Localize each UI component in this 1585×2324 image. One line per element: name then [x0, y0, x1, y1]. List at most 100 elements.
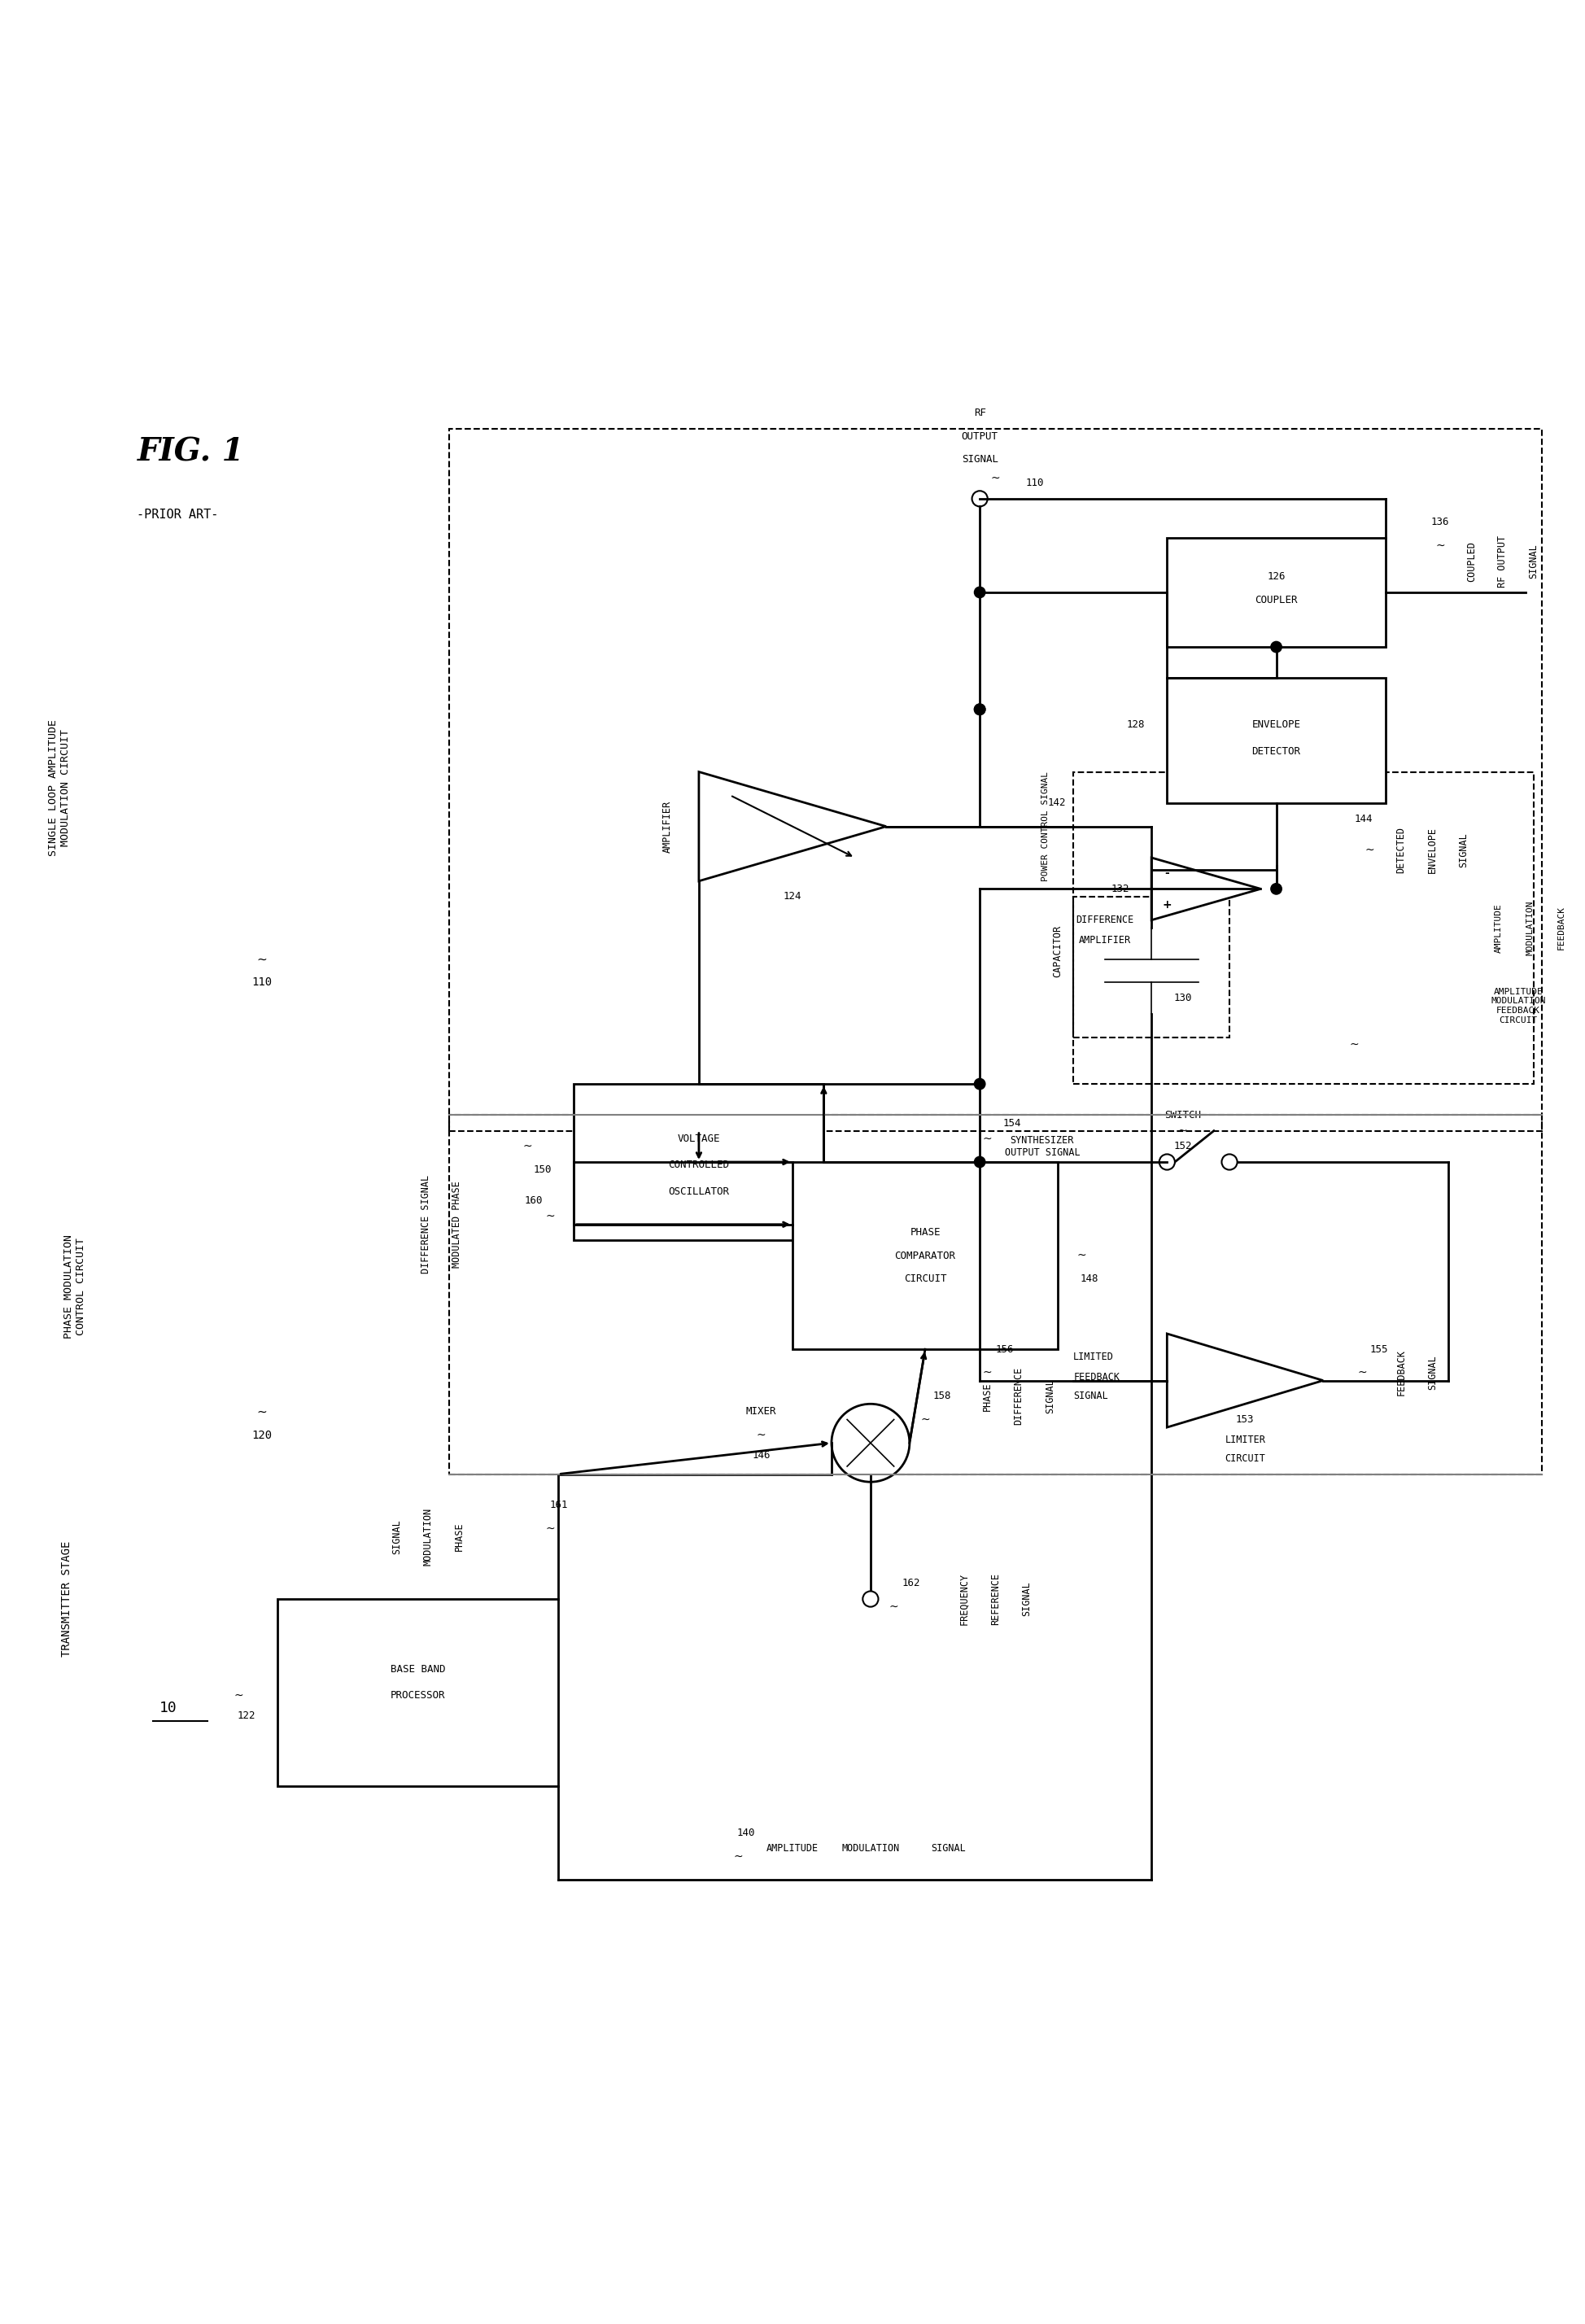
Text: 110: 110 [252, 976, 273, 988]
Text: COUPLER: COUPLER [1255, 595, 1298, 607]
Text: ~: ~ [545, 1522, 555, 1534]
FancyBboxPatch shape [277, 1599, 558, 1787]
Circle shape [975, 1078, 986, 1090]
Circle shape [972, 490, 987, 507]
Text: PHASE MODULATION
CONTROL CIRCUIT: PHASE MODULATION CONTROL CIRCUIT [63, 1234, 86, 1339]
Text: ~: ~ [545, 1211, 555, 1222]
Text: COUPLED: COUPLED [1466, 541, 1477, 581]
Text: PHASE: PHASE [983, 1380, 992, 1411]
FancyBboxPatch shape [1167, 679, 1385, 804]
Text: 160: 160 [525, 1197, 542, 1206]
Text: DIFFERENCE SIGNAL: DIFFERENCE SIGNAL [420, 1176, 431, 1274]
Text: DIFFERENCE: DIFFERENCE [1076, 916, 1133, 925]
Text: ~: ~ [1076, 1250, 1086, 1262]
Text: AMPLIFIER: AMPLIFIER [663, 799, 674, 853]
Circle shape [975, 588, 986, 597]
Text: PHASE: PHASE [910, 1227, 940, 1236]
Text: ~: ~ [889, 1601, 899, 1613]
Text: MODULATED PHASE: MODULATED PHASE [452, 1181, 463, 1269]
Text: SIGNAL: SIGNAL [962, 456, 999, 465]
Circle shape [862, 1592, 878, 1606]
Text: CIRCUIT: CIRCUIT [1225, 1452, 1265, 1464]
Text: ~: ~ [1436, 539, 1446, 551]
Text: POWER CONTROL SIGNAL: POWER CONTROL SIGNAL [1041, 772, 1049, 881]
Text: 150: 150 [534, 1164, 552, 1176]
Text: 153: 153 [1236, 1415, 1254, 1425]
Text: 162: 162 [902, 1578, 919, 1590]
Text: 130: 130 [1173, 992, 1192, 1004]
Text: 136: 136 [1431, 516, 1449, 528]
Text: ENVELOPE: ENVELOPE [1426, 827, 1438, 874]
Text: ~: ~ [983, 1132, 992, 1143]
Text: MODULATION: MODULATION [423, 1508, 434, 1566]
Text: AMPLITUDE: AMPLITUDE [1495, 904, 1503, 953]
Text: 158: 158 [934, 1390, 951, 1401]
Text: ~: ~ [734, 1850, 743, 1862]
Text: 110: 110 [1025, 479, 1043, 488]
Text: 10: 10 [160, 1701, 178, 1715]
Text: FREQUENCY: FREQUENCY [959, 1573, 970, 1624]
Text: SIGNAL: SIGNAL [1528, 544, 1539, 579]
Text: SIGNAL: SIGNAL [1073, 1390, 1108, 1401]
Text: +: + [1162, 899, 1171, 911]
Circle shape [975, 704, 986, 716]
Text: 146: 146 [753, 1450, 770, 1462]
Text: ~: ~ [756, 1429, 766, 1441]
Text: 128: 128 [1127, 720, 1144, 730]
Text: LIMITED: LIMITED [1073, 1353, 1114, 1362]
Text: FEEDBACK: FEEDBACK [1396, 1350, 1406, 1397]
Circle shape [1159, 1155, 1174, 1169]
Text: CIRCUIT: CIRCUIT [903, 1274, 946, 1285]
Text: ENVELOPE: ENVELOPE [1252, 720, 1301, 730]
Text: SIGNAL: SIGNAL [1021, 1583, 1032, 1618]
Text: AMPLITUDE: AMPLITUDE [767, 1843, 818, 1855]
FancyBboxPatch shape [574, 1083, 824, 1241]
Circle shape [1222, 1155, 1238, 1169]
Text: SYNTHESIZER
OUTPUT SIGNAL: SYNTHESIZER OUTPUT SIGNAL [1005, 1134, 1079, 1157]
Polygon shape [1151, 858, 1260, 920]
Text: BASE BAND: BASE BAND [390, 1664, 445, 1676]
Text: 142: 142 [1048, 797, 1065, 809]
Text: 161: 161 [550, 1499, 567, 1511]
Text: FIG. 1: FIG. 1 [136, 437, 244, 467]
Text: SWITCH: SWITCH [1165, 1111, 1201, 1120]
Text: VOLTAGE: VOLTAGE [677, 1134, 720, 1143]
Text: SIGNAL: SIGNAL [1045, 1378, 1056, 1413]
Text: ~: ~ [233, 1690, 243, 1701]
Text: 155: 155 [1369, 1343, 1388, 1355]
Text: DETECTED: DETECTED [1396, 827, 1406, 874]
Polygon shape [1167, 1334, 1323, 1427]
Text: ~: ~ [1365, 844, 1374, 855]
Circle shape [1271, 641, 1282, 653]
Text: 124: 124 [783, 892, 802, 902]
Text: MODULATION: MODULATION [842, 1843, 900, 1855]
Text: -: - [1165, 867, 1170, 878]
Text: RF: RF [973, 407, 986, 418]
Text: ~: ~ [523, 1141, 533, 1153]
Circle shape [1271, 883, 1282, 895]
Text: ~: ~ [991, 472, 1000, 483]
Text: ~: ~ [1178, 1125, 1187, 1136]
FancyBboxPatch shape [1167, 537, 1385, 646]
Text: TRANSMITTER STAGE: TRANSMITTER STAGE [62, 1541, 73, 1657]
Text: 148: 148 [1079, 1274, 1098, 1285]
Text: ~: ~ [983, 1367, 992, 1378]
Text: OSCILLATOR: OSCILLATOR [669, 1185, 729, 1197]
Text: 152: 152 [1173, 1141, 1192, 1153]
Text: SIGNAL: SIGNAL [1426, 1355, 1438, 1390]
Text: PROCESSOR: PROCESSOR [390, 1690, 445, 1701]
FancyBboxPatch shape [792, 1162, 1057, 1350]
Text: SINGLE LOOP AMPLITUDE
MODULATION CIRCUIT: SINGLE LOOP AMPLITUDE MODULATION CIRCUIT [48, 718, 70, 855]
Text: 126: 126 [1266, 572, 1285, 581]
Text: ~: ~ [257, 953, 268, 964]
Text: 154: 154 [1003, 1118, 1021, 1127]
Text: SIGNAL: SIGNAL [930, 1843, 965, 1855]
Text: FEEDBACK: FEEDBACK [1556, 906, 1566, 951]
Text: OUTPUT: OUTPUT [962, 430, 999, 442]
Text: 144: 144 [1354, 813, 1373, 825]
Text: AMPLITUDE
MODULATION
FEEDBACK
CIRCUIT: AMPLITUDE MODULATION FEEDBACK CIRCUIT [1491, 988, 1545, 1025]
Text: SIGNAL: SIGNAL [391, 1520, 403, 1555]
Text: ~: ~ [1357, 1367, 1366, 1378]
Text: 140: 140 [737, 1827, 754, 1838]
Text: FEEDBACK: FEEDBACK [1073, 1371, 1119, 1383]
